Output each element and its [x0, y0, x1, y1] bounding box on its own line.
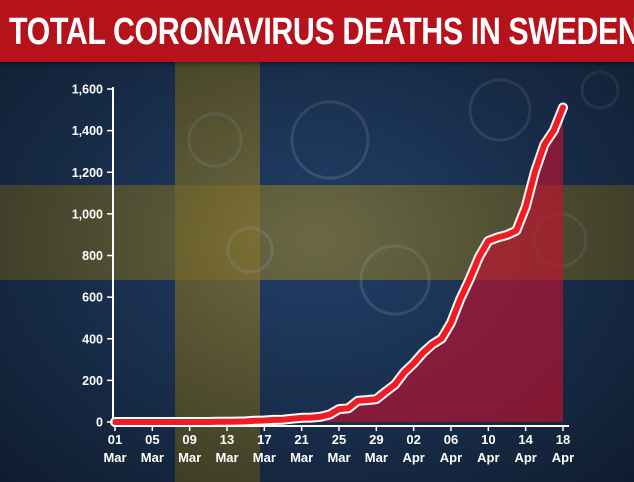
x-tick-month-label: Mar: [141, 450, 164, 465]
y-tick-label: 600: [82, 291, 103, 305]
y-tick-label: 1,600: [72, 83, 103, 97]
area-fill: [115, 107, 563, 422]
x-tick-month-label: Apr: [402, 450, 424, 465]
chart-title: TOTAL CORONAVIRUS DEATHS IN SWEDEN: [9, 11, 634, 53]
x-tick-month-label: Mar: [103, 450, 126, 465]
x-tick-day-label: 01: [108, 432, 122, 447]
x-tick-day-label: 10: [481, 432, 495, 447]
x-tick-month-label: Mar: [290, 450, 313, 465]
x-tick-month-label: Apr: [440, 450, 462, 465]
x-tick-month-label: Mar: [327, 450, 350, 465]
x-tick-day-label: 13: [220, 432, 234, 447]
y-tick-label: 1,200: [72, 166, 103, 180]
x-tick-month-label: Apr: [552, 450, 574, 465]
y-tick-label: 200: [82, 374, 103, 388]
x-tick-day-label: 25: [332, 432, 346, 447]
x-tick-month-label: Apr: [514, 450, 536, 465]
x-tick-month-label: Mar: [365, 450, 388, 465]
x-tick-month-label: Mar: [178, 450, 201, 465]
x-tick-day-label: 05: [145, 432, 159, 447]
y-tick-label: 1,000: [72, 207, 103, 221]
x-tick-month-label: Mar: [253, 450, 276, 465]
y-tick-label: 400: [82, 332, 103, 346]
y-tick-label: 1,400: [72, 124, 103, 138]
y-tick-label: 800: [82, 249, 103, 263]
x-tick-month-label: Mar: [215, 450, 238, 465]
y-tick-label: 0: [96, 416, 103, 430]
series-line: [112, 104, 566, 425]
x-tick-day-label: 06: [444, 432, 458, 447]
x-tick-day-label: 17: [257, 432, 271, 447]
title-bar: TOTAL CORONAVIRUS DEATHS IN SWEDEN: [0, 0, 634, 62]
x-tick-day-label: 21: [294, 432, 308, 447]
x-tick-day-label: 14: [518, 432, 533, 447]
x-tick-day-label: 02: [406, 432, 420, 447]
x-tick-month-label: Apr: [477, 450, 499, 465]
x-tick-day-label: 18: [556, 432, 570, 447]
x-tick-day-label: 09: [182, 432, 196, 447]
x-tick-day-label: 29: [369, 432, 383, 447]
